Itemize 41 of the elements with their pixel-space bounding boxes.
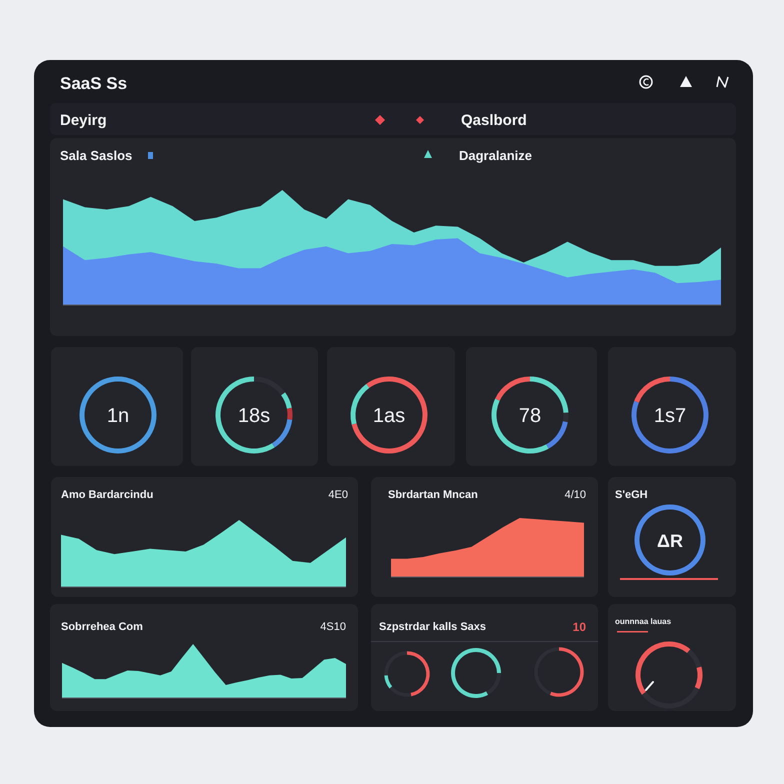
chart-title: ounnnaa lauas — [615, 617, 672, 626]
donut-slice — [495, 376, 530, 401]
donut-slice — [486, 673, 501, 695]
text: 4E0 — [328, 489, 348, 501]
chart-title: Sala Saslos — [60, 148, 132, 163]
donut-slice — [562, 412, 568, 422]
donut-slice — [634, 376, 670, 403]
text: Deyirg — [60, 112, 107, 129]
text: 1s7 — [654, 405, 686, 427]
chart-title: Szpstrdar kalls Saxs — [379, 621, 486, 633]
text: 10 — [572, 620, 586, 634]
donut-slice — [350, 384, 370, 425]
chart-title: Amo Bardarcindu — [61, 489, 154, 501]
chart-subtitle: Dagralanize — [459, 148, 532, 163]
text: 4/10 — [564, 489, 586, 501]
donut-slice — [352, 376, 428, 454]
donut-slice — [407, 651, 430, 696]
chart-title: S'eGH — [615, 489, 648, 501]
chart-title: Sobrrehea Com — [61, 621, 144, 633]
donut-slice — [384, 651, 407, 676]
donut-slice — [272, 419, 292, 448]
text: 4S10 — [320, 621, 346, 633]
donut-slice — [389, 686, 412, 697]
text: 78 — [518, 405, 542, 427]
text: ΔR — [657, 531, 683, 551]
donut-slice — [492, 398, 549, 454]
donut-slice — [254, 376, 286, 396]
donut-slice — [632, 376, 708, 454]
donut-slice — [550, 647, 584, 697]
donut-slice — [384, 675, 392, 688]
donut-slice — [281, 392, 292, 409]
text: 1n — [106, 405, 130, 427]
text: 18s — [238, 405, 270, 427]
text: Qaslbord — [461, 112, 527, 129]
donut-slice — [534, 647, 559, 696]
donut-slice — [286, 408, 292, 420]
donut-slice — [546, 421, 568, 449]
chart-title: Sbrdartan Mncan — [388, 489, 478, 501]
text: SaaS Ss — [60, 74, 128, 93]
text: 1as — [372, 405, 406, 427]
donut-slice — [216, 376, 275, 454]
